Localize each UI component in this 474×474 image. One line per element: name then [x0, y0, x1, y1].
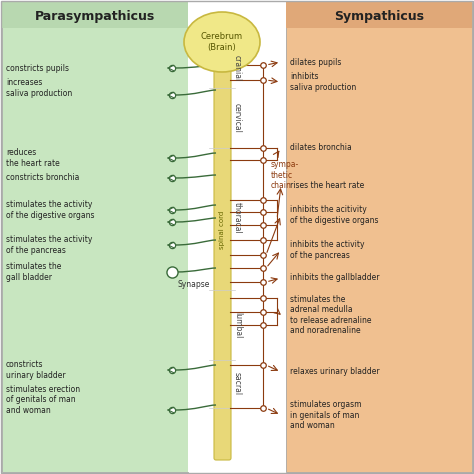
- FancyBboxPatch shape: [214, 20, 231, 460]
- Text: lumbal: lumbal: [233, 312, 242, 338]
- Text: dilates bronchia: dilates bronchia: [290, 144, 352, 153]
- Text: stimulates the
gall bladder: stimulates the gall bladder: [6, 262, 61, 282]
- Text: Cerebrum
(Brain): Cerebrum (Brain): [201, 32, 243, 52]
- Text: inhibits the gallbladder: inhibits the gallbladder: [290, 273, 380, 283]
- Text: constricts bronchia: constricts bronchia: [6, 173, 79, 182]
- Ellipse shape: [184, 12, 260, 72]
- Text: increases
saliva production: increases saliva production: [6, 78, 72, 98]
- Text: stimulates the
adrenal medulla
to release adrenaline
and noradrenaline: stimulates the adrenal medulla to releas…: [290, 295, 372, 335]
- Bar: [286, 2, 472, 472]
- Bar: [2, 2, 188, 28]
- Text: stimulates the activity
of the digestive organs: stimulates the activity of the digestive…: [6, 201, 94, 220]
- Text: constricts
urinary bladder: constricts urinary bladder: [6, 360, 65, 380]
- Text: dilates pupils: dilates pupils: [290, 57, 341, 66]
- Bar: [286, 2, 472, 28]
- Text: spinal cord: spinal cord: [219, 211, 225, 249]
- Text: thoracal: thoracal: [233, 202, 242, 234]
- Text: inhibits the activity
of the pancreas: inhibits the activity of the pancreas: [290, 240, 365, 260]
- Text: inhibits the acitivity
of the digestive organs: inhibits the acitivity of the digestive …: [290, 205, 379, 225]
- Text: Synapse: Synapse: [178, 280, 210, 289]
- Text: inhibits
saliva production: inhibits saliva production: [290, 73, 356, 91]
- Text: relaxes urinary bladder: relaxes urinary bladder: [290, 367, 380, 376]
- Text: cervical: cervical: [233, 103, 242, 133]
- Text: Parasympathicus: Parasympathicus: [35, 9, 155, 22]
- Text: reduces
the heart rate: reduces the heart rate: [6, 148, 60, 168]
- Text: Sympathicus: Sympathicus: [334, 9, 424, 22]
- Text: constricts pupils: constricts pupils: [6, 64, 69, 73]
- Text: rises the heart rate: rises the heart rate: [290, 181, 364, 190]
- Text: cranial: cranial: [233, 55, 242, 81]
- Bar: [188, 2, 286, 472]
- Text: sacral: sacral: [233, 373, 242, 396]
- Text: stimulates the activity
of the pancreas: stimulates the activity of the pancreas: [6, 235, 92, 255]
- Text: stimulates orgasm
in genitals of man
and woman: stimulates orgasm in genitals of man and…: [290, 400, 362, 430]
- Bar: [2, 2, 188, 472]
- Text: sympa-
thetic
chain: sympa- thetic chain: [271, 160, 299, 190]
- Text: stimulates erection
of genitals of man
and woman: stimulates erection of genitals of man a…: [6, 385, 80, 415]
